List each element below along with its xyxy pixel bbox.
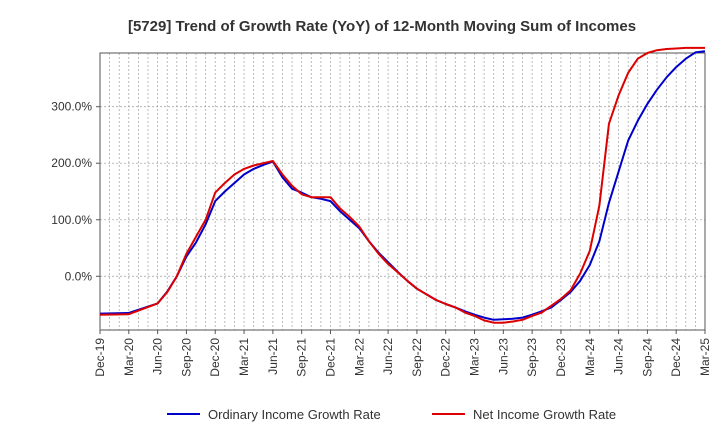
y-tick-label: 200.0% (51, 156, 92, 170)
series-lines (99, 46, 706, 324)
x-tick-label: Jun-24 (612, 338, 626, 375)
x-tick-label: Mar-25 (698, 338, 712, 376)
legend: Ordinary Income Growth Rate Net Income G… (167, 407, 616, 422)
x-tick-label: Jun-20 (151, 338, 165, 375)
y-tick-label: 0.0% (65, 269, 93, 283)
x-tick-label: Sep-24 (640, 338, 654, 377)
plot-frame (99, 52, 706, 331)
legend-label-ordinary: Ordinary Income Growth Rate (208, 407, 381, 422)
x-tick-label: Dec-23 (554, 338, 568, 377)
y-axis-ticks: 0.0% 100.0% 200.0% 300.0% (51, 100, 100, 283)
x-tick-label: Dec-20 (208, 338, 222, 377)
y-tick-label: 300.0% (51, 100, 92, 114)
x-axis-ticks: Dec-19 Mar-20 Jun-20 Sep-20 Dec-20 Mar-21 Jun-… (93, 330, 712, 377)
x-tick-label: Jun-22 (381, 338, 395, 375)
x-tick-label: Sep-21 (295, 338, 309, 377)
x-tick-label: Sep-20 (179, 338, 193, 377)
legend-label-net: Net Income Growth Rate (473, 407, 616, 422)
x-tick-label: Mar-21 (237, 338, 251, 376)
x-tick-label: Dec-21 (323, 338, 337, 377)
chart-title: [5729] Trend of Growth Rate (YoY) of 12-… (128, 18, 636, 35)
x-tick-label: Mar-24 (583, 338, 597, 376)
series-line-net (99, 46, 705, 324)
series-line-ordinary (99, 50, 706, 321)
x-tick-label: Mar-22 (352, 338, 366, 376)
x-tick-label: Mar-23 (468, 338, 482, 376)
grid (100, 53, 705, 330)
x-tick-label: Jun-21 (266, 338, 280, 375)
x-tick-label: Dec-24 (669, 338, 683, 377)
x-tick-label: Jun-23 (496, 338, 510, 375)
x-tick-label: Sep-22 (410, 338, 424, 377)
x-tick-label: Sep-23 (525, 338, 539, 377)
y-tick-label: 100.0% (51, 213, 92, 227)
x-tick-label: Dec-22 (439, 338, 453, 377)
x-tick-label: Mar-20 (122, 338, 136, 376)
x-tick-label: Dec-19 (93, 338, 107, 377)
